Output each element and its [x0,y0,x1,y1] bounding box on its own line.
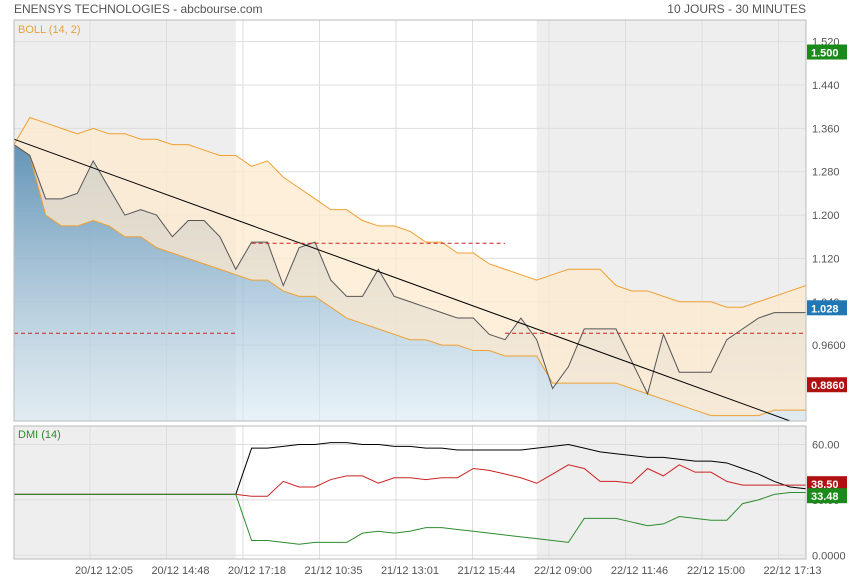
x-tick-label: 22/12 09:00 [534,565,592,577]
session-shade-dmi [536,426,806,559]
x-tick-label: 21/12 15:44 [457,565,515,577]
value-badge-bg [807,476,847,492]
bollinger-upper-line [13,116,807,308]
x-tick-label: 22/12 11:46 [611,565,668,577]
bollinger-lower-line [13,144,806,417]
price-panel [13,116,807,422]
value-badge-bg [807,488,847,504]
x-tick-label: 20/12 17:18 [228,565,286,577]
x-tick-label: 22/12 17:13 [763,565,821,577]
x-tick-label: 21/12 13:01 [381,565,439,577]
value-badge: 1.028 [807,300,847,316]
y-tick-label-dmi: 60.00 [812,439,840,451]
value-badge: 0.8860 [807,377,847,393]
y-tick-label: 1.120 [812,253,840,265]
value-badge-bg [807,377,847,393]
price-panel-frame [13,19,807,422]
x-tick-label: 22/12 15:00 [687,565,745,577]
chart-title: ENENSYS TECHNOLOGIES - abcbourse.com [14,2,263,16]
x-tick-label: 21/12 10:35 [304,565,362,577]
value-badge-label: 33.48 [811,491,839,503]
boll-legend: BOLL (14, 2) [18,24,81,36]
value-badge-bg [807,300,847,316]
y-tick-label: 1.200 [812,210,840,222]
dmi-legend: DMI (14) [18,429,61,441]
axes: 20/12 12:05 20/12 14:48 20/12 17:18 21/12 1… [13,19,846,577]
x-tick-label: 20/12 12:05 [75,565,133,577]
dmi-series-line [14,492,806,545]
value-badge-label: 1.028 [811,303,839,315]
session-shade-dmi [14,426,236,559]
y-tick-label-dmi: 0.0000 [812,550,846,562]
y-tick-label: 1.360 [812,123,840,135]
value-badge-bg [807,44,847,60]
dmi-panel-frame [13,425,807,560]
value-badge: 33.48 [807,488,847,504]
period-label: 10 JOURS - 30 MINUTES [667,2,806,16]
y-tick-label: 1.440 [812,80,840,92]
dmi-panel [14,442,807,545]
price-line [13,144,806,396]
value-badge: 1.500 [807,44,847,60]
bollinger-band [14,117,806,416]
x-tick-label: 20/12 14:48 [151,565,209,577]
value-badge-label: 0.8860 [811,380,845,392]
y-tick-label: 0.9600 [812,340,846,352]
trend-line [13,138,791,422]
value-badge-label: 1.500 [811,48,839,60]
y-tick-label: 1.280 [812,167,840,179]
